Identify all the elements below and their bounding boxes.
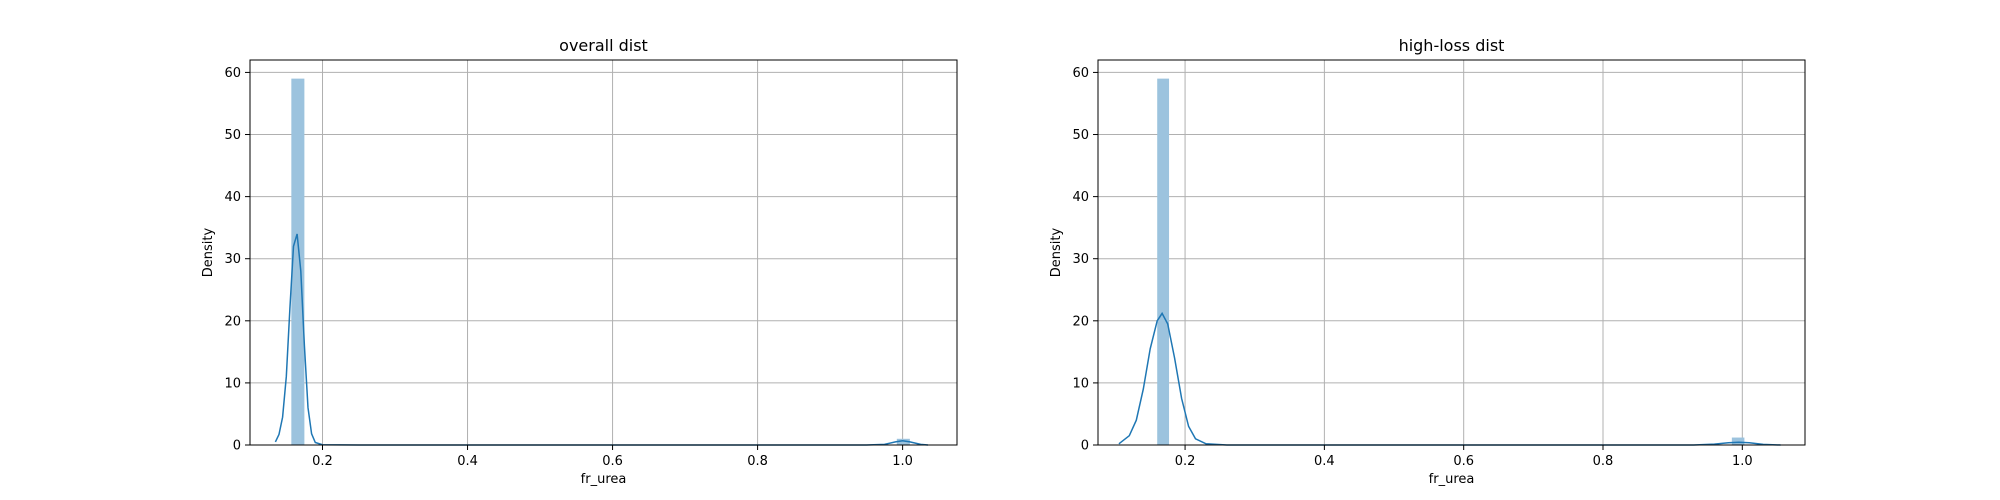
y-tick-label: 50: [1072, 128, 1089, 143]
x-tick-label: 1.0: [1732, 454, 1753, 469]
x-axis-label: fr_urea: [1429, 472, 1475, 487]
histogram-bar: [1157, 78, 1170, 446]
chart-title: overall dist: [559, 36, 648, 55]
plot-frame: [249, 59, 958, 446]
kde-curve: [274, 233, 929, 446]
histogram-bar: [1731, 437, 1745, 445]
y-tick-label: 20: [1072, 314, 1089, 329]
x-tick-label: 0.6: [1453, 454, 1474, 469]
x-tick-label: 0.2: [1175, 454, 1196, 469]
y-axis-label: Density: [201, 227, 216, 277]
x-tick-label: 0.2: [312, 454, 333, 469]
y-tick-label: 40: [1072, 190, 1089, 205]
x-tick-label: 1.0: [892, 454, 913, 469]
y-tick-label: 50: [224, 128, 241, 143]
panel-overall-dist: 0.2 0.4 0.6 0.8 1.0 0 10 20 30 40 50 60 overall dis…: [201, 36, 958, 487]
x-tick-label: 0.6: [602, 454, 623, 469]
plot-frame: [1097, 59, 1806, 446]
y-tick-label: 30: [1072, 252, 1089, 267]
chart-title: high-loss dist: [1399, 36, 1505, 55]
x-tick-label: 0.4: [1314, 454, 1335, 469]
y-tick-label: 60: [1072, 66, 1089, 81]
x-tick-label: 0.8: [747, 454, 768, 469]
x-axis-label: fr_urea: [581, 472, 627, 487]
y-tick-label: 0: [233, 439, 241, 454]
y-axis-label: Density: [1049, 227, 1064, 277]
y-tick-label: 20: [224, 314, 241, 329]
y-tick-label: 30: [224, 252, 241, 267]
kde-curve: [1118, 311, 1781, 446]
histogram-bar: [291, 78, 305, 446]
y-tick-label: 40: [224, 190, 241, 205]
y-tick-label: 10: [224, 376, 241, 391]
x-tick-label: 0.4: [457, 454, 478, 469]
histogram-bar: [896, 438, 910, 445]
y-tick-label: 60: [224, 66, 241, 81]
y-tick-label: 10: [1072, 376, 1089, 391]
x-tick-label: 0.8: [1593, 454, 1614, 469]
y-tick-label: 0: [1081, 439, 1089, 454]
panel-high-loss-dist: 0.2 0.4 0.6 0.8 1.0 0 10 20 30 40 50 60 high-loss d…: [1049, 36, 1806, 487]
